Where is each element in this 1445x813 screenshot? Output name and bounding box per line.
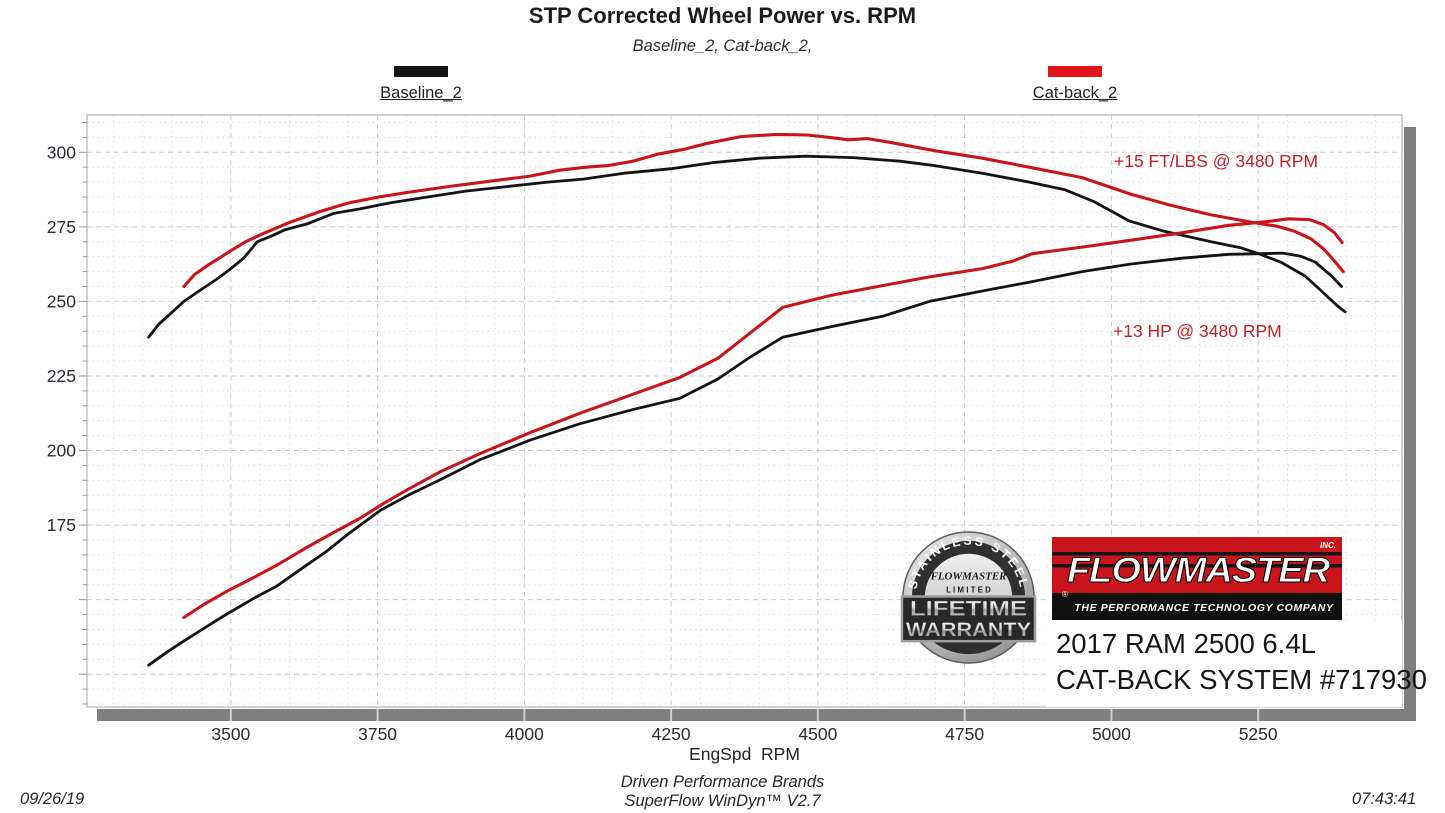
- baseline-torque-curve: [147, 154, 1347, 339]
- plot-frame: [86, 114, 1403, 708]
- warranty-badge-graphic: STAINLESS STEEL FLOWMASTER L I M I T E D…: [900, 531, 1037, 664]
- svg-text:3500: 3500: [211, 724, 250, 744]
- badge-brand-text: FLOWMASTER: [930, 571, 1007, 583]
- vehicle-line2: CAT-BACK SYSTEM #717930: [1056, 664, 1427, 695]
- right-shadow-bar: [1404, 127, 1416, 721]
- baseline-color-swatch: [394, 66, 448, 77]
- baseline-power-curve: [147, 251, 1343, 667]
- svg-text:200: 200: [47, 441, 76, 461]
- grid-major: [87, 115, 1402, 707]
- legend-entry-baseline: Baseline_2: [341, 66, 501, 103]
- footer-brand-line: Driven Performance Brands: [620, 773, 825, 791]
- legend-label-catback: Cat-back_2: [1032, 84, 1118, 102]
- svg-text:5250: 5250: [1239, 724, 1278, 744]
- footer-software-line: SuperFlow WinDyn™ V2.7: [624, 792, 821, 810]
- chart-subtitle: Baseline_2, Cat-back_2,: [632, 37, 813, 55]
- vehicle-info-box: 2017 RAM 2500 6.4L CAT-BACK SYSTEM #7179…: [1046, 621, 1427, 707]
- svg-text:225: 225: [47, 366, 76, 386]
- svg-text:3750: 3750: [358, 724, 397, 744]
- footer-time: 07:43:41: [1352, 790, 1417, 808]
- y-axis-ticks: [79, 121, 87, 705]
- chart-title: STP Corrected Wheel Power vs. RPM: [528, 3, 917, 28]
- flowmaster-logo-graphic: INC. FLOWMASTER ® THE PERFORMANCE TECHNO…: [1052, 537, 1342, 620]
- logo-black-band: [1052, 593, 1342, 620]
- svg-text:275: 275: [47, 217, 76, 237]
- svg-text:250: 250: [47, 291, 76, 311]
- svg-text:300: 300: [47, 142, 76, 162]
- logo-name-text: FLOWMASTER: [1067, 551, 1331, 590]
- catback-color-swatch: [1048, 66, 1102, 77]
- hp-gain-annotation: +13 HP @ 3480 RPM: [1113, 321, 1282, 341]
- grid-minor: [87, 115, 1402, 707]
- footer-date: 09/26/19: [20, 790, 85, 808]
- logo-tagline-text: THE PERFORMANCE TECHNOLOGY COMPANY: [1074, 602, 1334, 614]
- legend-label-baseline: Baseline_2: [380, 84, 462, 102]
- vehicle-line1: 2017 RAM 2500 6.4L: [1056, 628, 1316, 659]
- svg-text:4750: 4750: [945, 724, 984, 744]
- badge-warranty-text: WARRANTY: [906, 619, 1031, 641]
- catback-torque-curve: [182, 132, 1345, 289]
- lifetime-warranty-badge: STAINLESS STEEL FLOWMASTER L I M I T E D…: [899, 526, 1038, 665]
- svg-text:4250: 4250: [652, 724, 691, 744]
- badge-banner: [900, 595, 1037, 643]
- flowmaster-logo: INC. FLOWMASTER ® THE PERFORMANCE TECHNO…: [1052, 537, 1342, 620]
- logo-registered-mark: ®: [1062, 590, 1068, 599]
- logo-stripe-top: [1052, 552, 1342, 556]
- x-tick-labels: 3500 3750 4000 4250 4500 4750 5000 5250: [211, 724, 1278, 744]
- logo-stripe-bottom: [1052, 564, 1342, 568]
- x-axis-label: EngSpd RPM: [689, 744, 800, 764]
- x-axis-tick-notches: [229, 709, 1260, 721]
- svg-text:175: 175: [47, 515, 76, 535]
- y-tick-labels: 175 200 225 250 275 300: [47, 142, 76, 535]
- badge-limited-text: L I M I T E D: [946, 586, 991, 595]
- badge-lifetime-text: LIFETIME: [910, 597, 1027, 620]
- torque-gain-annotation: +15 FT/LBS @ 3480 RPM: [1114, 151, 1319, 171]
- legend-entry-catback: Cat-back_2: [995, 66, 1155, 103]
- svg-text:4000: 4000: [505, 724, 544, 744]
- svg-text:5000: 5000: [1092, 724, 1131, 744]
- catback-power-curve: [182, 217, 1344, 620]
- svg-text:4500: 4500: [798, 724, 837, 744]
- logo-inc-text: INC.: [1320, 541, 1336, 550]
- x-axis-bar: [97, 709, 1416, 721]
